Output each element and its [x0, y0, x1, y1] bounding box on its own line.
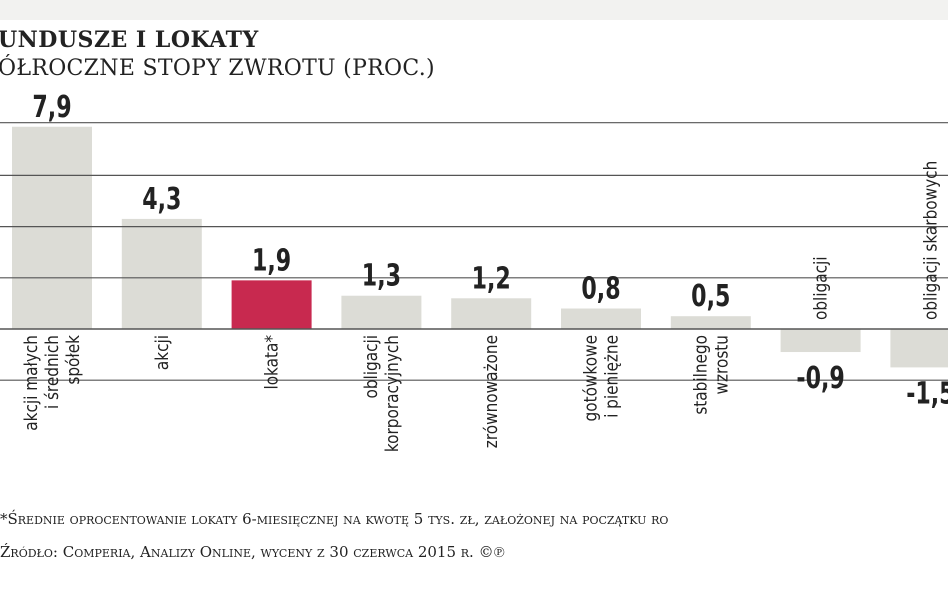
bar — [780, 329, 861, 353]
bar — [890, 329, 948, 368]
value-label: 7,9 — [32, 91, 71, 125]
value-label: 1,3 — [362, 259, 401, 293]
value-label: 1,9 — [252, 244, 291, 278]
category-label: obligacji skarbowych — [919, 161, 941, 320]
source-note: Źródło: Comperia, Analizy Online, wyceny… — [0, 543, 505, 561]
value-label: 0,8 — [581, 272, 620, 306]
value-label: 0,5 — [691, 280, 730, 314]
bar — [121, 218, 202, 329]
category-label: obligacjikorporacyjnych — [360, 335, 403, 452]
bar — [670, 316, 751, 329]
category-label: gotówkowei pieniężne — [579, 335, 622, 421]
bar — [451, 298, 532, 329]
top-band — [0, 0, 948, 20]
category-label: stabilnegowzrostu — [689, 335, 732, 415]
chart-title: UNDUSZE I LOKATY — [0, 27, 259, 53]
bar — [341, 295, 422, 329]
category-label: zrównoważone — [480, 335, 502, 448]
value-label: -1,5 — [906, 377, 948, 411]
value-label: 4,3 — [142, 183, 181, 217]
value-label: -0,9 — [796, 362, 844, 396]
bar — [231, 280, 312, 329]
bar — [12, 126, 92, 329]
bar — [561, 308, 641, 329]
category-label: akcji małychi średnichspółek — [20, 335, 84, 431]
value-label: 1,2 — [472, 262, 511, 296]
bar-chart: 7,9 akcji małychi średnichspółek 4,3 akcji 1… — [0, 91, 948, 452]
footnote: *Średnie oprocentowanie lokaty 6-miesięc… — [0, 510, 669, 528]
category-label: lokata* — [260, 335, 282, 390]
category-label: obligacji — [809, 256, 831, 320]
chart-subtitle: ÓŁROCZNE STOPY ZWROTU (PROC.) — [0, 56, 435, 81]
category-label: akcji — [151, 335, 173, 370]
